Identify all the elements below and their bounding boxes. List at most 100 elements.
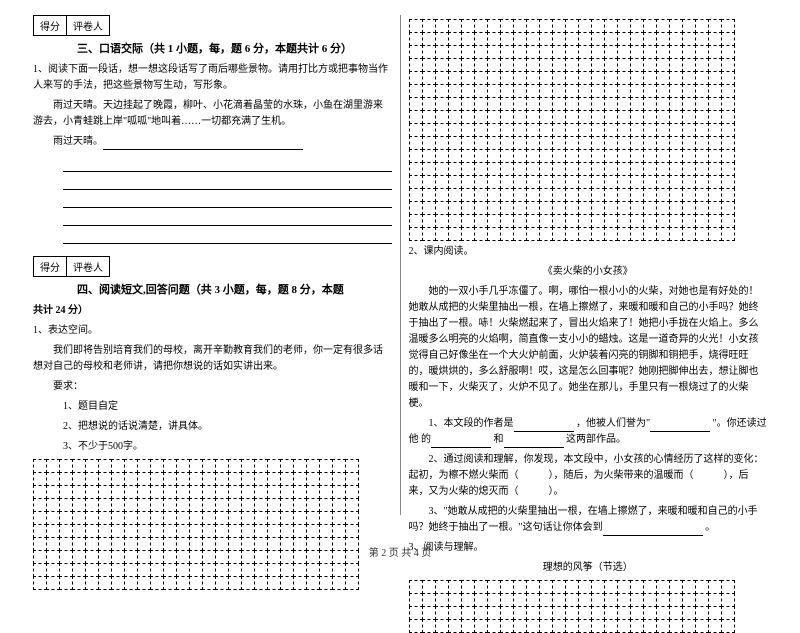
grid-cell [669, 188, 683, 202]
grid-cell [189, 576, 203, 590]
grid-cell [565, 32, 579, 46]
grid-cell [461, 580, 475, 594]
grid-cell [708, 84, 722, 98]
grid-cell [565, 214, 579, 228]
grid-cell [565, 45, 579, 59]
story2-title: 理想的风筝（节选） [409, 560, 768, 576]
grid-cell [656, 593, 670, 607]
grid-cell [669, 84, 683, 98]
grid-cell [604, 214, 618, 228]
grid-cell [409, 619, 423, 633]
grid-cell [215, 511, 229, 525]
grid-cell [435, 58, 449, 72]
grid-cell [409, 32, 423, 46]
grid-cell [578, 58, 592, 72]
grid-cell [604, 123, 618, 137]
grid-cell [422, 149, 436, 163]
grid-cell [254, 511, 268, 525]
grid-cell [163, 576, 177, 590]
grid-cell [435, 214, 449, 228]
grid-cell [448, 149, 462, 163]
grid-cell [202, 576, 216, 590]
grid-cell [578, 593, 592, 607]
grid-cell [319, 485, 333, 499]
grid-cell [241, 485, 255, 499]
grid-cell [474, 201, 488, 215]
grid-cell [33, 524, 47, 538]
grid-cell [448, 123, 462, 137]
grid-cell [695, 214, 709, 228]
grid-cell [526, 84, 540, 98]
grid-cell [189, 485, 203, 499]
grid-cell [487, 110, 501, 124]
grid-cell [578, 201, 592, 215]
grid-cell [643, 201, 657, 215]
grid-cell [461, 606, 475, 620]
grid-cell [461, 175, 475, 189]
grid-cell [526, 45, 540, 59]
s4-q1-title: 1、表达空间。 [33, 323, 392, 339]
grid-cell [461, 97, 475, 111]
grid-cell [409, 188, 423, 202]
grid-cell [487, 32, 501, 46]
grid-cell [721, 19, 735, 33]
grid-cell [656, 84, 670, 98]
writing-grid-left [33, 459, 359, 589]
score-label-2: 得分 [33, 256, 67, 277]
grid-cell [656, 110, 670, 124]
grid-cell [150, 485, 164, 499]
grid-cell [280, 576, 294, 590]
grid-cell [448, 606, 462, 620]
grid-cell [137, 576, 151, 590]
grid-cell [630, 201, 644, 215]
grid-cell [280, 524, 294, 538]
grid-cell [656, 45, 670, 59]
s3-q1-prompt: 雨过天晴。 [33, 134, 392, 150]
grid-cell [487, 201, 501, 215]
grid-cell [435, 110, 449, 124]
grid-cell [500, 84, 514, 98]
grid-cell [591, 214, 605, 228]
grid-cell [552, 84, 566, 98]
grid-cell [656, 201, 670, 215]
grid-cell [293, 563, 307, 577]
grid-cell [669, 58, 683, 72]
grid-cell [487, 45, 501, 59]
grid-cell [565, 162, 579, 176]
grid-cell [604, 110, 618, 124]
grid-cell [111, 563, 125, 577]
grid-cell [630, 214, 644, 228]
grid-cell [526, 58, 540, 72]
grid-cell [163, 472, 177, 486]
grid-cell [656, 97, 670, 111]
grid-cell [435, 227, 449, 241]
grid-cell [708, 201, 722, 215]
grid-cell [604, 32, 618, 46]
grid-cell [721, 149, 735, 163]
grid-cell [500, 45, 514, 59]
grid-cell [539, 175, 553, 189]
grid-cell [33, 498, 47, 512]
grid-cell [643, 214, 657, 228]
grid-cell [565, 84, 579, 98]
grid-cell [163, 485, 177, 499]
grid-cell [422, 227, 436, 241]
grid-cell [526, 162, 540, 176]
grid-cell [293, 511, 307, 525]
grid-cell [163, 459, 177, 473]
grid-cell [604, 580, 618, 594]
grid-cell [669, 45, 683, 59]
grid-cell [474, 58, 488, 72]
grid-cell [461, 201, 475, 215]
grid-cell [435, 201, 449, 215]
grid-cell [526, 188, 540, 202]
grid-cell [189, 498, 203, 512]
grid-cell [124, 563, 138, 577]
grid-cell [539, 123, 553, 137]
grid-cell [682, 136, 696, 150]
grid-cell [435, 619, 449, 633]
grid-cell [474, 227, 488, 241]
grid-cell [176, 511, 190, 525]
grid-cell [630, 619, 644, 633]
grid-cell [448, 110, 462, 124]
